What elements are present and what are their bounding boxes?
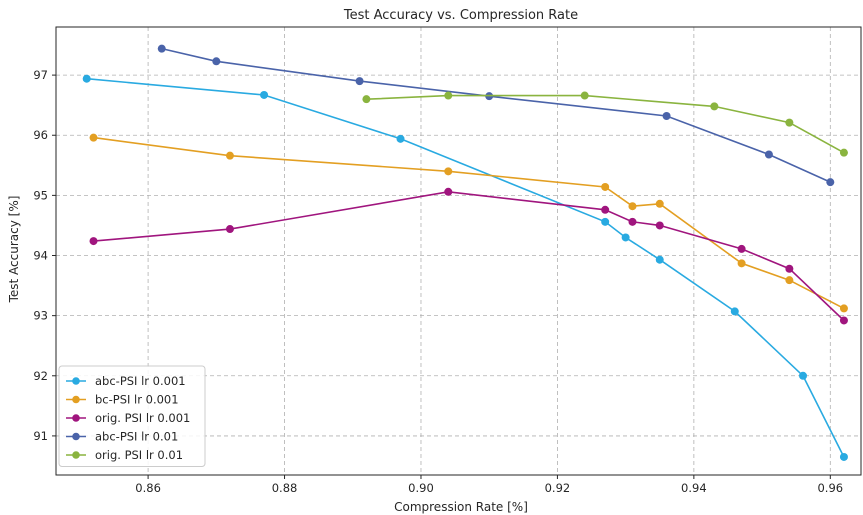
x-tick-label: 0.90: [408, 481, 434, 495]
y-tick-label: 92: [33, 369, 48, 383]
legend-item: abc-PSI lr 0.01: [66, 430, 178, 444]
data-point: [89, 133, 98, 142]
data-point: [225, 151, 234, 160]
data-point: [710, 102, 719, 111]
legend-item: orig. PSI lr 0.01: [66, 448, 183, 462]
series-4: [157, 44, 835, 187]
series-3: [89, 187, 848, 325]
x-tick-label: 0.86: [135, 481, 161, 495]
legend-marker: [72, 451, 80, 459]
data-point: [260, 90, 269, 99]
data-point: [799, 371, 808, 380]
data-point: [628, 217, 637, 226]
legend-label: abc-PSI lr 0.01: [95, 430, 178, 444]
legend-marker: [72, 377, 80, 385]
data-point: [396, 134, 405, 143]
legend-item: orig. PSI lr 0.001: [66, 411, 190, 425]
data-point: [737, 244, 746, 253]
series-line: [161, 47, 831, 183]
data-point: [730, 307, 739, 316]
data-point: [737, 259, 746, 268]
data-point: [157, 44, 166, 53]
data-point: [662, 111, 671, 120]
x-tick-label: 0.96: [817, 481, 843, 495]
legend-item: abc-PSI lr 0.001: [66, 374, 186, 388]
y-tick-label: 91: [33, 429, 48, 443]
y-tick-label: 95: [33, 188, 48, 202]
y-axis: 91 92 93 94 95 96 97: [33, 68, 56, 443]
y-tick-label: 97: [33, 68, 48, 82]
legend-label: abc-PSI lr 0.001: [95, 374, 186, 388]
data-point: [601, 217, 610, 226]
series-2: [89, 133, 848, 313]
series-line: [93, 136, 845, 310]
data-point: [839, 316, 848, 325]
y-tick-label: 93: [33, 309, 48, 323]
legend: abc-PSI lr 0.001 bc-PSI lr 0.001 orig. PSI…: [58, 365, 206, 467]
data-point: [355, 77, 364, 86]
data-point: [621, 233, 630, 242]
data-point: [580, 91, 589, 100]
data-point: [785, 264, 794, 273]
x-axis: 0.86 0.88 0.90 0.92 0.94 0.96: [135, 475, 843, 495]
data-point: [212, 57, 221, 66]
legend-box: [58, 365, 206, 467]
data-point: [82, 74, 91, 83]
data-point: [764, 150, 773, 159]
series-layer: [82, 44, 848, 461]
data-point: [444, 167, 453, 176]
series-line: [366, 94, 845, 154]
data-point: [839, 148, 848, 157]
legend-marker: [72, 395, 80, 404]
data-point: [601, 205, 610, 214]
data-point: [785, 276, 794, 285]
x-axis-label: Compression Rate [%]: [394, 500, 528, 514]
data-point: [362, 95, 371, 104]
data-point: [444, 91, 453, 100]
plot-frame: [55, 26, 862, 476]
series-5: [362, 91, 848, 157]
legend-label: bc-PSI lr 0.001: [95, 393, 179, 407]
x-tick-label: 0.94: [681, 481, 707, 495]
legend-item: bc-PSI lr 0.001: [66, 393, 179, 407]
series-1: [82, 74, 848, 461]
data-point: [655, 221, 664, 230]
data-point: [839, 304, 848, 313]
data-point: [826, 178, 835, 187]
legend-label: orig. PSI lr 0.01: [95, 448, 183, 462]
data-point: [839, 452, 848, 461]
data-point: [601, 182, 610, 191]
y-tick-label: 96: [33, 128, 48, 142]
legend-marker: [72, 432, 80, 441]
data-point: [785, 118, 794, 127]
data-point: [225, 225, 234, 234]
y-axis-label: Test Accuracy [%]: [7, 196, 21, 304]
chart-title: Test Accuracy vs. Compression Rate: [343, 8, 578, 23]
legend-label: orig. PSI lr 0.001: [95, 411, 190, 425]
data-point: [628, 202, 637, 211]
x-tick-label: 0.92: [545, 481, 571, 495]
x-tick-label: 0.88: [272, 481, 298, 495]
legend-marker: [72, 414, 80, 422]
data-point: [655, 255, 664, 264]
data-point: [444, 187, 453, 196]
data-point: [655, 199, 664, 208]
y-tick-label: 94: [33, 249, 48, 263]
data-point: [89, 237, 98, 246]
